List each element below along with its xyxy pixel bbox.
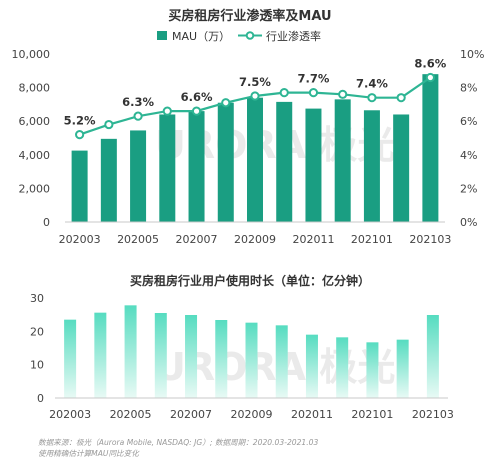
mau-bar-202003 xyxy=(71,150,88,222)
rate-point-202011 xyxy=(308,88,319,98)
usage-bar-202012 xyxy=(336,337,349,398)
y-tick-label: 0 xyxy=(37,392,44,405)
mau-bar-202103 xyxy=(422,74,439,222)
mau-bar-202004 xyxy=(100,138,117,222)
rate-label-202103: 8.6% xyxy=(414,57,446,71)
x-tick-label: 202011 xyxy=(291,408,333,421)
right-y-tick-label: 8% xyxy=(460,82,477,95)
rate-point-202003 xyxy=(75,130,85,140)
left-y-tick-label: 0 xyxy=(43,216,50,229)
mau-bar-202009 xyxy=(247,97,263,222)
usage-bar-202008 xyxy=(215,320,228,398)
rate-point-202009 xyxy=(250,91,260,101)
x-tick-label: 202005 xyxy=(110,408,152,421)
rate-point-202103 xyxy=(425,72,435,83)
rate-label-202009: 7.5% xyxy=(239,75,271,89)
right-y-tick-label: 6% xyxy=(460,115,477,128)
left-y-tick-label: 10,000 xyxy=(12,48,51,61)
rate-point-202012 xyxy=(338,89,348,99)
chart-top-title: 买房租房行业渗透率及MAU xyxy=(168,8,331,24)
usage-bar-202103 xyxy=(426,315,439,398)
y-tick-label: 20 xyxy=(30,325,44,338)
source-note: 数据来源：极光（Aurora Mobile, NASDAQ: JG）; 数据周期… xyxy=(38,437,318,459)
usage-bar-202003 xyxy=(64,319,77,398)
x-tick-label: 202007 xyxy=(170,408,212,421)
x-tick-label: 202009 xyxy=(231,408,273,421)
mau-bar-202010 xyxy=(276,101,293,222)
legend-line-marker xyxy=(245,31,255,40)
y-tick-label: 10 xyxy=(30,359,44,372)
rate-point-202101 xyxy=(367,93,377,103)
right-y-axis: 0% 2% 4% 6% 8% 10% xyxy=(460,48,484,229)
x-tick-label: 202103 xyxy=(409,233,451,246)
right-y-tick-label: 10% xyxy=(460,48,484,61)
usage-bar-202007 xyxy=(185,315,198,398)
x-tick-label: 202009 xyxy=(234,233,276,246)
method-line: 使用精确估计算MAU同比变化 xyxy=(38,449,139,458)
mau-bar-202011 xyxy=(305,108,322,222)
left-y-axis: 0 2,000 4,000 6,000 8,000 10,000 xyxy=(12,48,51,229)
chart-bottom-y-axis: 0 10 20 30 xyxy=(30,292,44,405)
x-tick-label: 202103 xyxy=(412,408,454,421)
usage-time-bars xyxy=(64,305,439,398)
rate-label-202101: 7.4% xyxy=(356,77,388,91)
mau-bar-202006 xyxy=(159,114,176,222)
chart-top-x-axis: 202003 202005 202007 202009 202011 202101 2021… xyxy=(59,233,452,246)
x-tick-label: 202003 xyxy=(49,408,91,421)
usage-bar-202006 xyxy=(154,313,167,398)
rate-label-202007: 6.6% xyxy=(181,90,213,104)
x-tick-label: 202101 xyxy=(351,408,393,421)
penetration-rate-labels: 5.2% 6.3% 6.6% 7.5% 7.7% 7.4% 8.6% xyxy=(64,57,447,128)
x-tick-label: 202101 xyxy=(351,233,393,246)
mau-bar-202007 xyxy=(188,111,205,222)
rate-label-202005: 6.3% xyxy=(122,95,154,109)
rate-point-202006 xyxy=(162,106,172,116)
rate-point-202010 xyxy=(279,88,289,98)
legend: MAU（万） 行业渗透率 xyxy=(157,29,321,43)
left-y-tick-label: 2,000 xyxy=(19,182,51,195)
right-y-tick-label: 0% xyxy=(460,216,477,229)
rate-point-202102 xyxy=(396,93,406,103)
right-y-tick-label: 4% xyxy=(460,149,477,162)
mau-bar-202102 xyxy=(393,114,410,222)
legend-bar-swatch xyxy=(157,31,167,40)
x-tick-label: 202003 xyxy=(59,233,101,246)
rate-label-202003: 5.2% xyxy=(64,114,96,128)
left-y-tick-label: 4,000 xyxy=(19,149,51,162)
usage-bar-202102 xyxy=(396,339,409,398)
mau-bar-202005 xyxy=(130,130,147,222)
chart-top: 买房租房行业渗透率及MAU MAU（万） 行业渗透率 URORA 极光 02,0… xyxy=(12,8,485,246)
left-y-tick-label: 8,000 xyxy=(19,82,51,95)
x-tick-label: 202005 xyxy=(117,233,159,246)
mau-bar-202012 xyxy=(334,99,351,222)
usage-bar-202011 xyxy=(305,334,318,398)
chart-bottom-x-axis: 202003 202005 202007 202009 202011 202101 2021… xyxy=(49,408,454,421)
rate-point-202004 xyxy=(104,119,114,130)
source-line: 数据来源：极光（Aurora Mobile, NASDAQ: JG）; 数据周期… xyxy=(38,438,319,447)
mau-bar-202101 xyxy=(363,110,380,222)
mau-bar-202008 xyxy=(217,102,234,222)
chart-bottom-title: 买房租房行业用户使用时长（单位：亿分钟） xyxy=(130,273,370,288)
usage-bar-202010 xyxy=(275,325,288,398)
usage-bar-202005 xyxy=(124,305,137,398)
mau-bars xyxy=(71,74,439,222)
usage-bar-202004 xyxy=(94,312,107,398)
usage-bar-202009 xyxy=(245,322,258,398)
left-y-tick-label: 6,000 xyxy=(19,115,51,128)
usage-bar-202101 xyxy=(366,342,379,398)
rate-label-202011: 7.7% xyxy=(298,72,330,86)
rate-point-202005 xyxy=(133,111,143,121)
legend-mau-label: MAU（万） xyxy=(172,30,230,43)
legend-rate-label: 行业渗透率 xyxy=(266,29,321,43)
right-y-tick-label: 2% xyxy=(460,182,477,195)
x-tick-label: 202007 xyxy=(176,233,218,246)
y-tick-label: 30 xyxy=(30,292,44,305)
rate-point-202007 xyxy=(191,106,202,116)
x-tick-label: 202011 xyxy=(292,233,334,246)
penetration-rate-points xyxy=(75,72,435,140)
rate-point-202008 xyxy=(221,98,231,108)
